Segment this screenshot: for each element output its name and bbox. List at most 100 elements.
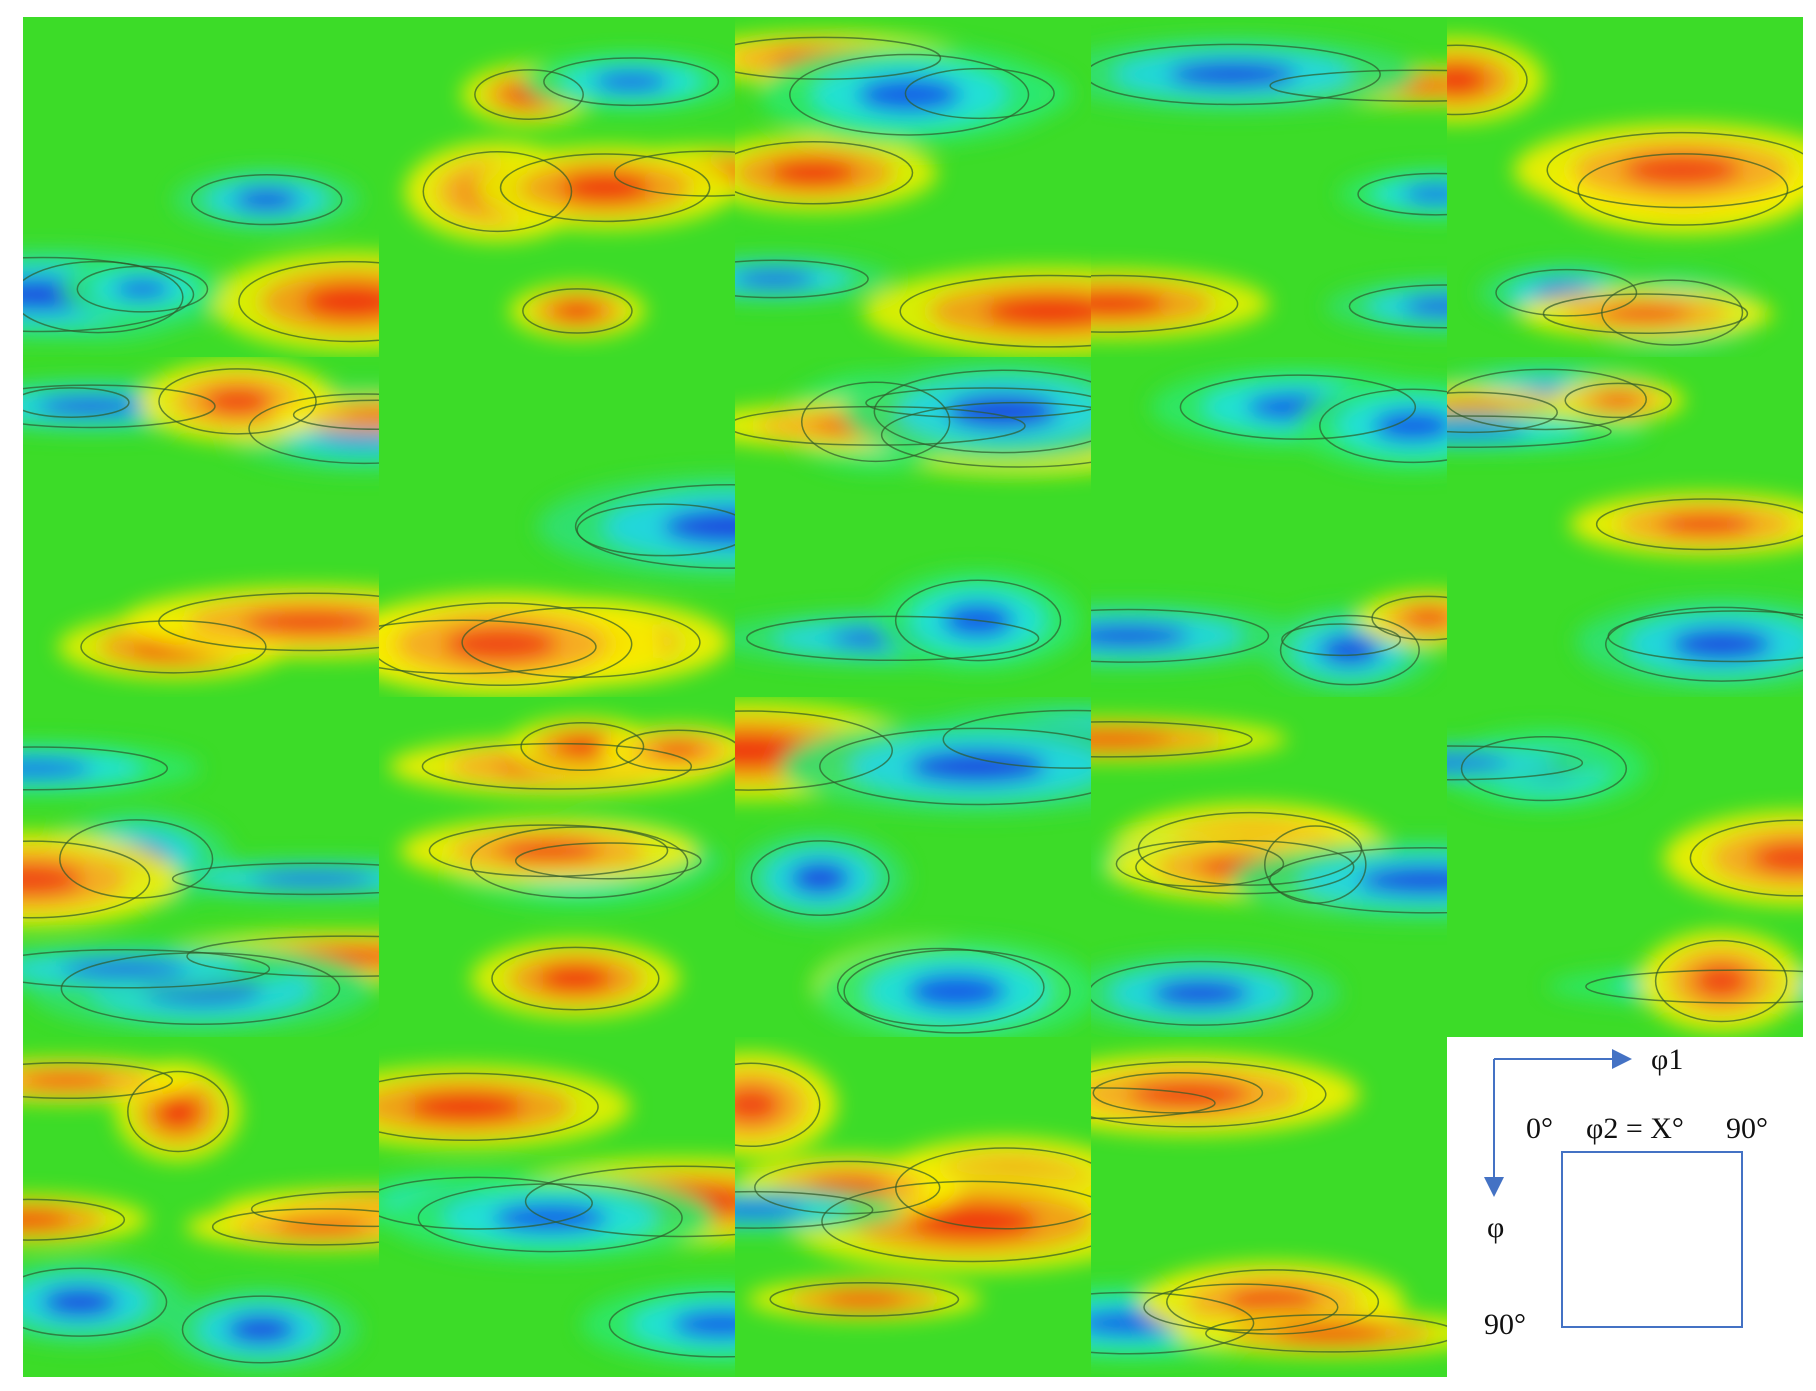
contour-line [127,1070,230,1153]
contour-line [1091,1291,1255,1355]
contour-line [23,746,168,791]
contour-line [942,709,1091,769]
contour-line [754,1160,941,1215]
contour-line [1447,368,1647,431]
contour-line [576,503,735,557]
contour-line [421,742,693,790]
contour-level [1692,963,1750,999]
contour-level [226,1314,296,1345]
section-panel [23,1037,379,1377]
contour-line [417,1183,683,1253]
contour-line [1577,153,1789,226]
axis-label: φ [1487,1211,1504,1244]
contour-level [1600,305,1691,323]
contour-level [61,960,188,978]
section-label: φ2 = X° [1586,1112,1684,1145]
contour-level [553,301,602,321]
contour-level [651,741,706,760]
contour-line [1546,131,1803,209]
contour-line [379,1176,593,1230]
contour-line [522,288,633,334]
contour-fill [23,1058,379,1372]
contour-fill [379,474,735,696]
contour-level [662,508,735,545]
contour-line [1166,1269,1380,1335]
contour-line [379,1072,599,1142]
contour-line [608,1291,735,1358]
contour-level [1168,61,1298,88]
section-panel [23,697,379,1037]
contour-line [1319,388,1447,464]
contour-level [1447,64,1488,96]
contour-line [23,1267,168,1337]
contour-line [491,946,660,1011]
contour-line [1542,293,1749,335]
contour-level [1402,297,1447,316]
contour-line [1135,839,1355,895]
contour-line [379,619,597,675]
contour-level [23,862,84,897]
contour-level [23,1210,70,1229]
contour-line [23,260,184,334]
contour-level [496,839,601,862]
contour-line [899,274,1091,348]
contour-fill [23,741,379,1034]
contour-line [23,387,130,418]
contour-line [735,259,869,299]
contour-line [248,393,379,465]
contour-line [873,369,1091,454]
section-panel [735,357,1091,697]
section-panel [1091,17,1447,357]
contour-line [23,1062,174,1100]
contour-line [543,57,720,107]
contour-level [735,1201,806,1218]
contour-line [158,368,317,435]
contour-line [250,1191,379,1228]
contour-line [1689,819,1803,897]
contour-line [836,947,1045,1027]
contour-line [894,579,1062,662]
contour-fill [735,1052,1091,1321]
contour-level [1670,628,1772,661]
section-panel [1091,1037,1447,1377]
contour-level [492,1203,608,1233]
contour-line [76,265,209,313]
contour-level [672,1310,735,1339]
contour-line [428,824,669,878]
contour-level [823,1292,906,1307]
contour-line [238,260,379,343]
section-panel [23,17,379,357]
contour-line [1091,43,1381,106]
contour-level [790,861,851,895]
contour-fill [404,52,735,339]
contour-line [735,141,914,205]
contour-level [1657,513,1754,536]
contour-line [1092,1072,1264,1114]
section-panel [735,17,1091,357]
contour-line [1654,939,1788,1023]
axis-label: φ1 [1651,1043,1683,1076]
contour-line [865,387,1091,419]
contour-level [1358,866,1447,895]
contour-line [1091,1087,1216,1120]
contour-level [1091,624,1190,648]
contour-line [1268,846,1447,914]
contour-line [1091,960,1314,1026]
contour-level [1401,185,1447,204]
contour-level [735,270,816,288]
section-panel [379,357,735,697]
contour-level [1403,608,1447,628]
contour-fill [1091,36,1447,340]
contour-level [113,279,171,300]
contour-line [23,384,216,429]
contour-line [821,1180,1091,1263]
contour-line [843,949,1071,1034]
contour-line [158,592,379,652]
corner-label: 90° [1726,1112,1768,1145]
contour-line [1447,415,1612,449]
contour-line [735,36,942,80]
contour-level [908,749,1047,784]
contour-line [574,484,735,569]
contour-line [735,1062,821,1148]
contour-line [1605,606,1803,682]
